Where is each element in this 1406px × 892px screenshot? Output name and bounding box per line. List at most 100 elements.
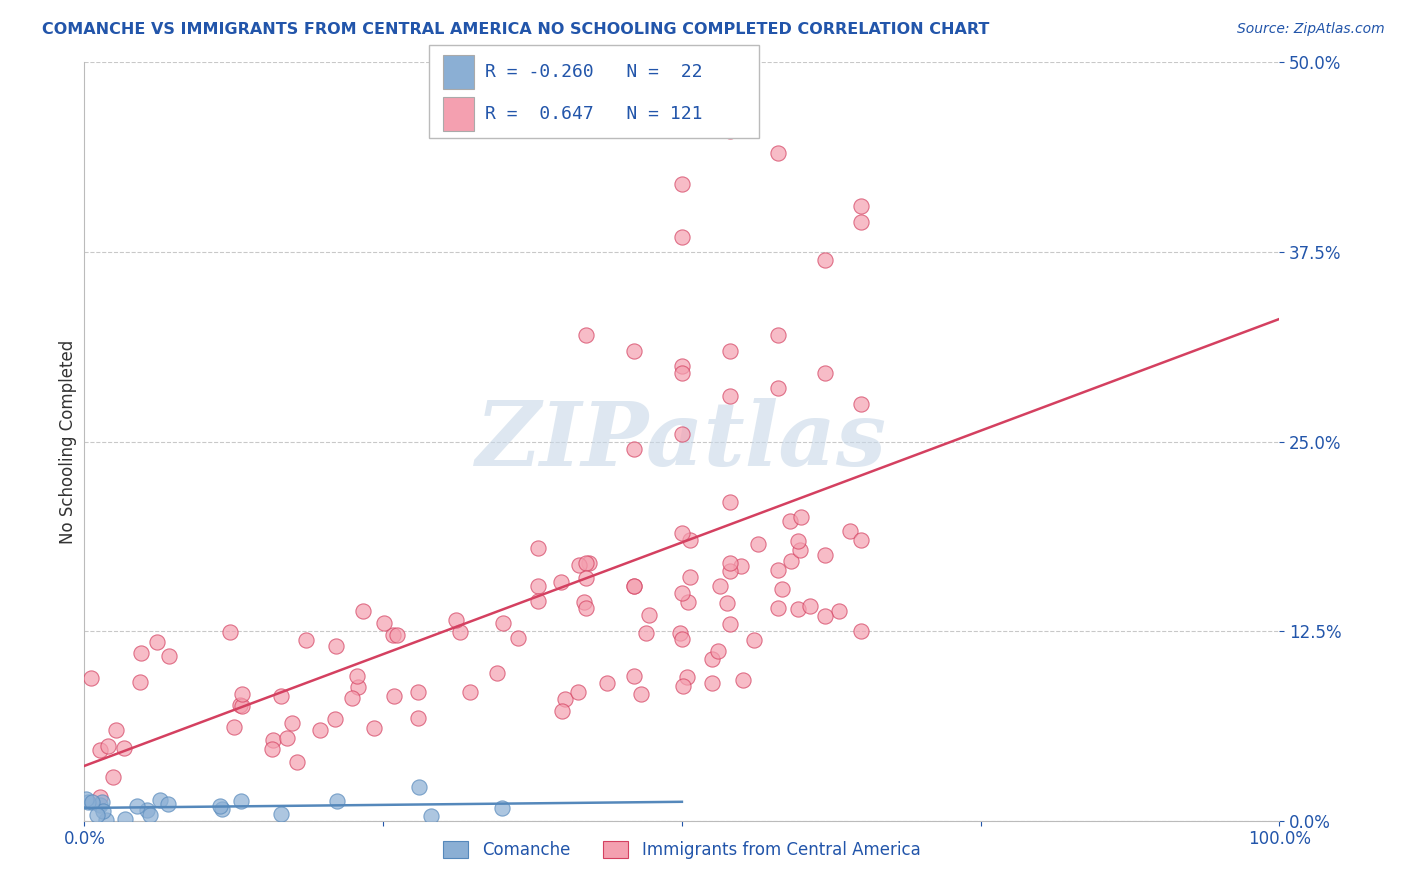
Point (676, 595, 699, 609)
Point (568, 558, 591, 572)
Text: Source: ZipAtlas.com: Source: ZipAtlas.com (1237, 22, 1385, 37)
Point (718, 495, 741, 509)
Point (789, 543, 811, 558)
Point (718, 343, 741, 358)
Point (129, 675, 152, 690)
Point (281, 716, 304, 731)
Point (718, 565, 741, 579)
Point (578, 556, 600, 570)
Point (89, 798, 111, 813)
Point (211, 802, 233, 816)
Point (229, 794, 252, 808)
Point (112, 741, 135, 756)
Point (671, 366, 693, 380)
Point (700, 676, 723, 690)
Point (671, 229, 693, 244)
Point (373, 616, 395, 631)
Point (527, 579, 550, 593)
Point (551, 704, 574, 718)
Point (326, 793, 349, 807)
Point (262, 732, 284, 747)
Point (406, 685, 429, 699)
Point (554, 692, 576, 706)
Point (679, 533, 702, 548)
Point (574, 595, 596, 609)
Point (86, 808, 108, 822)
Point (75, 791, 97, 805)
Point (623, 579, 645, 593)
Point (718, 389, 741, 403)
Point (678, 570, 700, 584)
Point (623, 669, 645, 683)
Point (89, 790, 111, 805)
Point (229, 698, 252, 712)
Text: COMANCHE VS IMMIGRANTS FROM CENTRAL AMERICA NO SCHOOLING COMPLETED CORRELATION C: COMANCHE VS IMMIGRANTS FROM CENTRAL AMER… (42, 22, 990, 37)
Point (260, 742, 283, 756)
Point (382, 689, 405, 703)
Point (671, 632, 693, 646)
Point (575, 601, 598, 615)
Point (458, 685, 481, 699)
Point (346, 669, 368, 683)
Point (730, 559, 752, 574)
Point (125, 798, 148, 813)
Point (139, 808, 162, 822)
Point (114, 813, 136, 827)
Point (342, 691, 364, 706)
Point (766, 382, 789, 396)
Point (575, 556, 598, 570)
Point (406, 711, 429, 725)
Point (766, 328, 789, 343)
Point (671, 359, 693, 373)
Point (91, 796, 114, 810)
Point (136, 803, 159, 817)
Point (636, 625, 658, 640)
Point (669, 625, 692, 640)
Point (295, 632, 318, 647)
Point (839, 524, 862, 538)
Point (105, 723, 128, 737)
Point (270, 807, 292, 822)
Point (623, 442, 645, 457)
Point (485, 666, 508, 681)
Point (623, 343, 645, 358)
Point (747, 537, 769, 551)
Point (209, 798, 232, 813)
Point (814, 608, 837, 623)
Point (851, 624, 873, 639)
Point (89, 742, 111, 756)
Point (527, 594, 550, 608)
Point (157, 649, 180, 664)
Point (157, 797, 180, 811)
Point (709, 579, 731, 593)
Text: R = -0.260   N =  22: R = -0.260 N = 22 (485, 63, 703, 81)
Point (814, 548, 837, 563)
Point (671, 525, 693, 540)
Point (733, 673, 755, 687)
Point (814, 252, 837, 267)
Point (623, 579, 645, 593)
Point (491, 801, 513, 815)
Point (799, 599, 821, 614)
Point (779, 514, 801, 528)
Point (596, 676, 619, 690)
Point (851, 533, 873, 548)
Point (814, 366, 837, 380)
Point (219, 624, 242, 639)
Legend: Comanche, Immigrants from Central America: Comanche, Immigrants from Central Americ… (437, 834, 927, 865)
Point (385, 628, 408, 642)
Point (231, 687, 253, 701)
Point (787, 533, 810, 548)
Point (420, 808, 443, 822)
Point (224, 720, 246, 734)
Point (718, 616, 741, 631)
Text: ZIPatlas: ZIPatlas (477, 399, 887, 484)
Point (638, 607, 661, 622)
Point (851, 199, 873, 213)
Point (444, 614, 467, 628)
Point (766, 564, 789, 578)
Point (347, 680, 370, 694)
Point (103, 770, 125, 784)
Point (716, 596, 738, 610)
Point (363, 721, 385, 735)
